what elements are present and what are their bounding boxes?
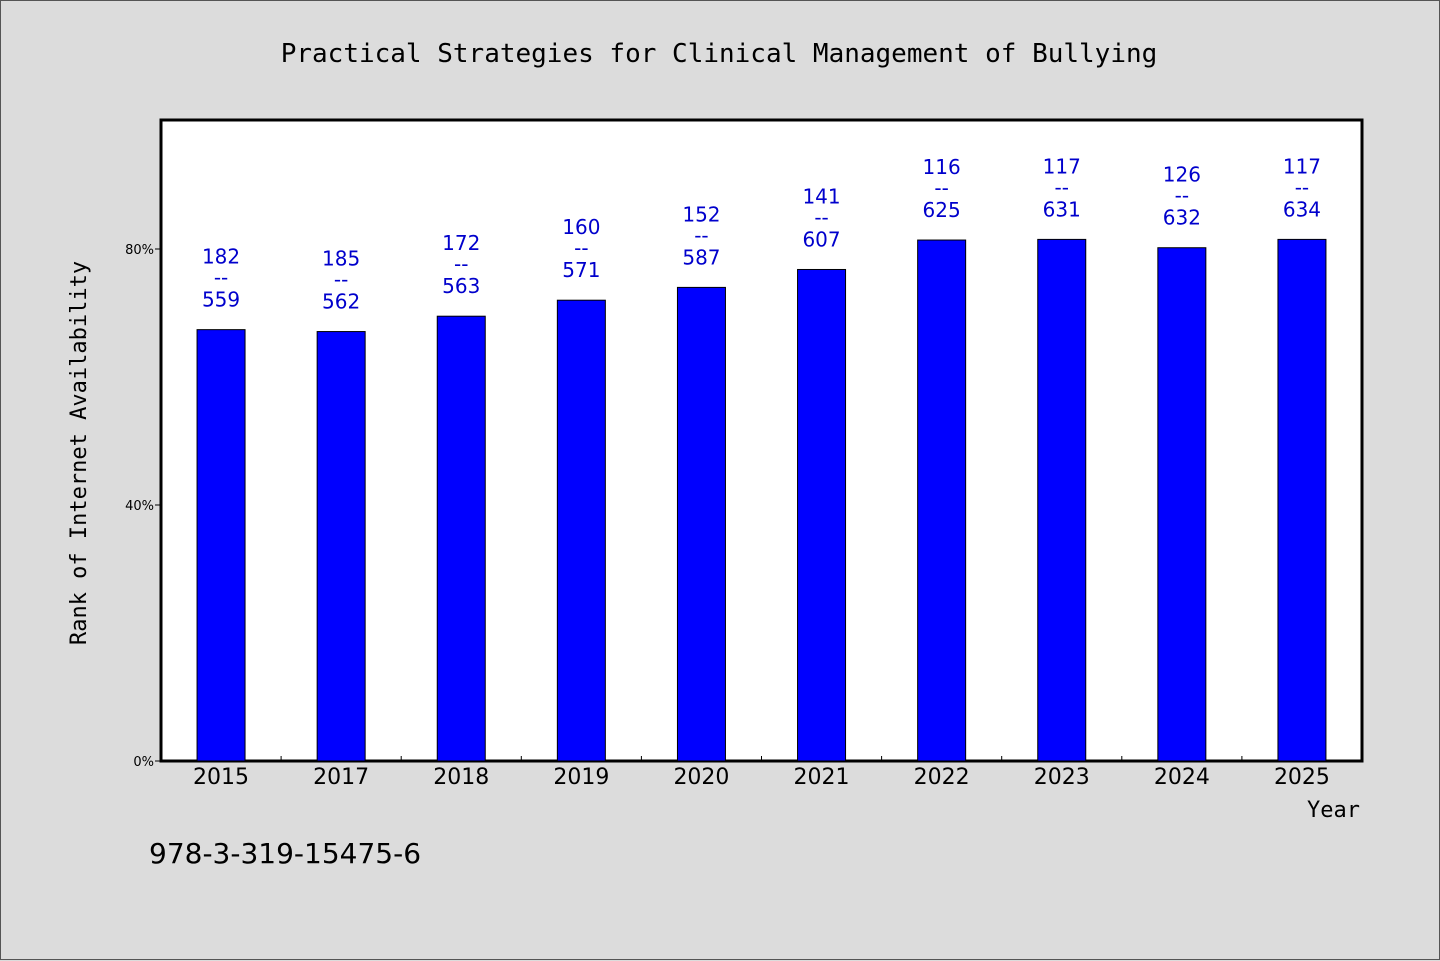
data-label-bottom-2020: 587 <box>682 245 720 269</box>
x-axis-label: Year <box>1307 798 1360 823</box>
data-label-bottom-2015: 559 <box>202 288 240 312</box>
x-tick-label-2023: 2023 <box>1034 765 1090 790</box>
chart-title: Practical Strategies for Clinical Manage… <box>281 39 1158 69</box>
data-label-separator-2025: -- <box>1295 175 1309 199</box>
data-label-separator-2019: -- <box>574 236 588 260</box>
data-label-separator-2021: -- <box>814 205 828 229</box>
bar-2019 <box>556 299 606 762</box>
bar-2024 <box>1157 247 1207 762</box>
x-tick-label-2015: 2015 <box>193 765 249 790</box>
data-label-top-2023: 117 <box>1043 154 1081 178</box>
data-label-separator-2018: -- <box>454 252 468 276</box>
data-label-bottom-2023: 631 <box>1043 197 1081 221</box>
x-tick-label-2017: 2017 <box>313 765 369 790</box>
data-label-top-2017: 185 <box>322 247 360 271</box>
x-tick-label-2024: 2024 <box>1154 765 1210 790</box>
data-label-bottom-2018: 563 <box>442 274 480 298</box>
y-tick-label-0: 0% <box>133 755 154 770</box>
y-tick-label-80: 80% <box>125 243 154 258</box>
y-ticks-group: 0% 40% 80% <box>125 243 161 770</box>
data-label-bottom-2017: 562 <box>322 290 360 314</box>
data-label-bottom-2019: 571 <box>562 258 600 282</box>
x-ticks-group: 2015 2017 2018 2019 2020 2021 2022 2023 2024 2025 <box>193 756 1330 790</box>
data-label-separator-2022: -- <box>934 176 948 200</box>
data-label-top-2025: 117 <box>1283 154 1321 178</box>
footer-isbn: 978-3-319-15475-6 <box>149 837 421 870</box>
data-label-bottom-2022: 625 <box>923 198 961 222</box>
bar-2025 <box>1277 238 1327 762</box>
data-label-top-2022: 116 <box>923 155 961 179</box>
data-label-bottom-2021: 607 <box>802 227 840 251</box>
y-axis-label: Rank of Internet Availability <box>67 261 92 645</box>
x-tick-label-2018: 2018 <box>433 765 489 790</box>
data-label-separator-2017: -- <box>334 268 348 292</box>
x-tick-label-2025: 2025 <box>1274 765 1330 790</box>
bar-2017 <box>316 331 366 762</box>
x-tick-label-2022: 2022 <box>914 765 970 790</box>
bar-2015 <box>196 329 246 762</box>
data-label-bottom-2024: 632 <box>1163 206 1201 230</box>
bar-2020 <box>676 286 726 762</box>
data-label-separator-2015: -- <box>214 266 228 290</box>
data-label-top-2020: 152 <box>682 202 720 226</box>
data-label-separator-2024: -- <box>1175 184 1189 208</box>
bar-2023 <box>1037 238 1087 762</box>
data-labels-group: 182--559185--562172--563160--571152--587… <box>202 154 1321 313</box>
x-tick-label-2020: 2020 <box>673 765 729 790</box>
data-label-top-2019: 160 <box>562 215 600 239</box>
y-tick-label-40: 40% <box>125 499 154 514</box>
data-label-top-2024: 126 <box>1163 163 1201 187</box>
data-label-top-2015: 182 <box>202 245 240 269</box>
data-label-top-2021: 141 <box>802 184 840 208</box>
bars-group <box>196 238 1327 762</box>
bar-2021 <box>797 268 847 762</box>
x-tick-label-2021: 2021 <box>794 765 850 790</box>
data-label-bottom-2025: 634 <box>1283 197 1321 221</box>
bar-2018 <box>436 315 486 762</box>
data-label-top-2018: 172 <box>442 231 480 255</box>
x-tick-label-2019: 2019 <box>553 765 609 790</box>
data-label-separator-2023: -- <box>1055 175 1069 199</box>
data-label-separator-2020: -- <box>694 223 708 247</box>
bar-2022 <box>917 239 967 762</box>
